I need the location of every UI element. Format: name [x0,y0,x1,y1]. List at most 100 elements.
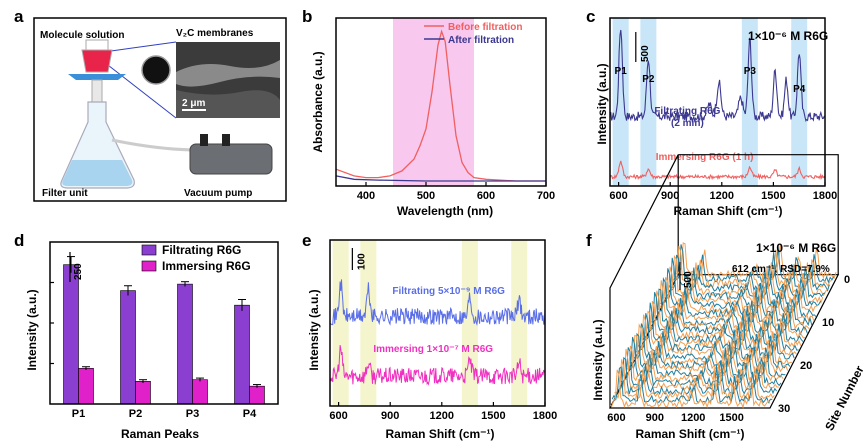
panel-c-chart: c Filtrating R6G(2 min) Immersing R6G (1 … [586,7,837,218]
site-spectrum-0 [609,368,771,409]
peak-band-3 [511,240,528,406]
category-label: P3 [186,408,199,420]
panel-e-xtick-label: 1800 [533,410,557,422]
panel-e-ylabel: Intensity (a.u.) [307,289,321,370]
legend-label-0: Before filtration [448,22,522,33]
bar-P3-1 [192,379,208,405]
zoom-line-bottom [103,61,177,119]
peak-band-1 [640,18,657,186]
series-label-1: Immersing 1×10⁻⁷ M R6G [373,344,493,355]
series-line-1 [609,160,826,181]
panel-f-label: f [586,231,592,250]
panel-f-zlabel: Site Number [822,363,863,433]
category-label: P4 [243,408,257,420]
peak-label-1: P2 [642,74,655,85]
panel-c-label: c [586,7,595,26]
category-label: P1 [72,408,85,420]
panel-a-illustration: a Molecule solution V₂C membranes 2 μm F… [14,7,287,202]
panel-c-xtick-label: 1200 [710,190,734,202]
legend-swatch-1 [141,260,157,272]
panel-c-xtick-label: 900 [661,190,679,202]
panel-b-label: b [302,7,312,26]
pump-port-2 [222,134,230,146]
molecule-solution-label: Molecule solution [40,30,124,41]
flask-liquid [62,160,133,186]
panel-f-title: 1×10⁻⁶ M R6G [756,241,836,255]
site-spectrum-1 [611,365,773,405]
panel-e-label: e [302,231,311,250]
peak-band-0 [612,18,629,186]
red-solution [81,49,113,73]
panel-e-xtick-label: 900 [381,410,399,422]
legend-label-1: After filtration [448,35,514,46]
scale-bar-label: 500 [640,45,651,62]
panel-a-frame [33,17,287,202]
membranes-label: V₂C membranes [176,28,254,39]
vacuum-pump-body [189,143,273,175]
panel-b-chart: b Before filtration After filtration 400 50… [302,7,555,218]
bar-P3-0 [177,283,193,405]
panel-b-xtick-label: 600 [477,190,495,202]
series-label-0: Filtrating 5×10⁻⁹ M R6G [392,286,505,297]
panel-e-xlabel: Raman Shift (cm⁻¹) [385,427,494,441]
panel-f-ztick-label: 10 [822,317,834,329]
bar-P2-0 [120,290,136,405]
series-line-0 [335,29,546,182]
panel-c-frame [609,17,826,187]
panel-d-label: d [14,231,24,250]
site-spectrum-2 [614,359,775,400]
panel-c-ylabel: Intensity (a.u.) [595,63,609,144]
panel-c-xtick-label: 600 [609,190,627,202]
peak-label-2: P3 [744,66,757,77]
funnel-stem [91,79,103,103]
panel-b-frame [335,17,547,187]
peak-band-3 [791,18,808,186]
scale-bar-label: 250 [73,263,84,280]
site-spectrum-26 [666,254,828,297]
scale-bar-label: 500 [683,271,694,288]
panel-c-title: 1×10⁻⁶ M R6G [748,29,828,43]
bar-P1-1 [78,368,94,405]
back-wall [678,154,839,275]
panel-c-xtick-label: 1800 [813,190,837,202]
panel-b-xtick-label: 700 [537,190,555,202]
peak-label-0: P1 [615,66,628,77]
bar-P2-1 [135,381,151,405]
vacuum-tube [111,138,201,152]
panel-f-chart: f 600 900 1200 1500 0 10 20 30 500 Raman Shift (… [586,154,863,441]
membrane-disc [141,55,171,85]
series-label-line-0: Filtrating R6G [654,106,720,117]
peak-band-0 [332,240,349,406]
bar-P4-0 [234,304,250,405]
panel-d-xlabel: Raman Peaks [121,427,199,441]
legend-swatch-0 [141,244,157,256]
peak-band-1 [360,240,377,406]
category-label: P2 [129,408,142,420]
series-label-line-1: (2 min) [671,118,704,129]
site-spectrum-3 [616,356,778,396]
panel-a-label: a [14,7,24,26]
panel-e-frame [329,239,546,407]
series-line-0 [609,29,826,124]
series-label-1: Immersing R6G (1 h) [656,152,754,163]
panel-f-annotation: 612 cm⁻¹, RSD=7.9% [732,264,830,275]
panel-f-xtick-label: 600 [607,412,625,424]
legend-label-1: Immersing R6G [162,259,251,273]
scale-bar-label: 100 [356,253,367,270]
vacuum-pump-label: Vacuum pump [184,188,252,199]
peak-label-3: P4 [793,84,806,95]
panel-f-xtick-label: 1500 [719,412,743,424]
series-line-0 [329,279,546,326]
site-spectrum-19 [651,288,813,327]
panel-f-xtick-label: 1200 [681,412,705,424]
panel-f-ztick-label: 30 [778,403,790,415]
panel-b-xtick-label: 400 [357,190,375,202]
panel-f-ylabel: Intensity (a.u.) [591,319,605,400]
panel-f-xlabel: Raman Shift (cm⁻¹) [635,427,744,441]
panel-e-xtick-label: 1500 [481,410,505,422]
panel-b-xlabel: Wavelength (nm) [397,204,493,218]
sem-membrane-layer [176,60,280,87]
filter-unit-label: Filter unit [42,188,88,199]
pump-port-1 [200,134,208,146]
series-line-1 [329,345,546,386]
